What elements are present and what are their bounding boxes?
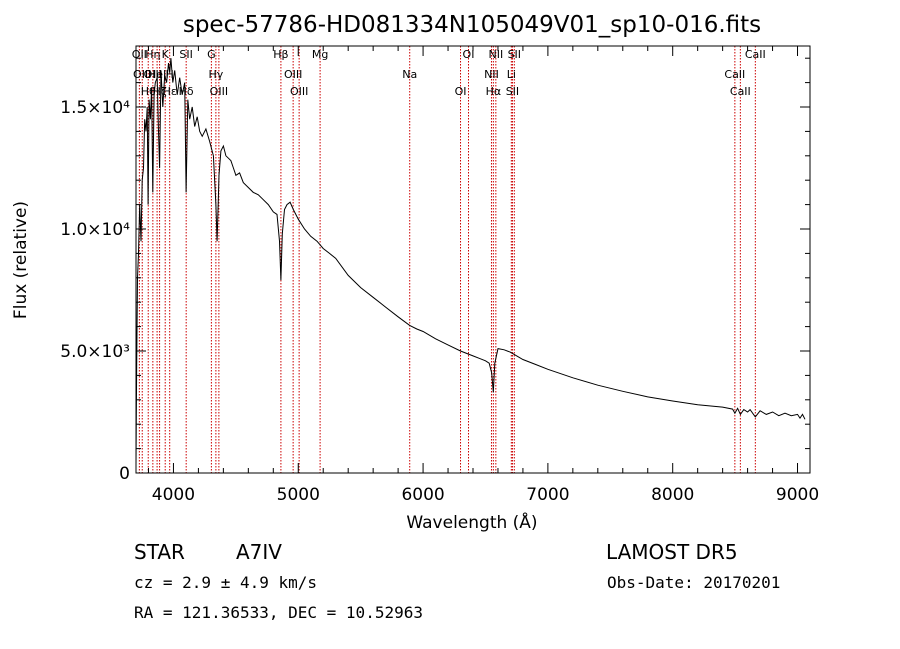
line-label: Hα [486, 85, 502, 98]
y-tick-label: 0 [119, 464, 130, 484]
x-tick-label: 6000 [401, 485, 444, 505]
observation-date: Obs-Date: 20170201 [607, 573, 781, 592]
y-axis-label: Flux (relative) [11, 201, 31, 319]
line-label: Hε [163, 85, 177, 98]
line-label: NII [488, 48, 503, 61]
line-label: Hη [145, 48, 160, 61]
line-label: OI [455, 85, 467, 98]
y-tick-label: 1.5×10⁴ [60, 98, 130, 118]
y-axis: 0 5.0×10³ 1.0×10⁴ 1.5×10⁴ [60, 57, 810, 484]
line-label: OIII [290, 85, 308, 98]
y-tick-label: 1.0×10⁴ [60, 220, 130, 240]
x-axis-label: Wavelength (Å) [406, 511, 537, 533]
x-tick-label: 5000 [277, 485, 320, 505]
object-class: STAR [134, 540, 185, 564]
x-tick-label: 8000 [651, 485, 694, 505]
line-label: SII [179, 48, 192, 61]
plot-frame [135, 45, 811, 474]
line-label: Hγ [208, 68, 223, 81]
line-label: K [162, 48, 170, 61]
line-label: CaII [730, 85, 751, 98]
line-label: SII [508, 48, 521, 61]
x-tick-label: 9000 [776, 485, 819, 505]
chart-title: spec-57786-HD081334N105049V01_sp10-016.f… [183, 12, 761, 38]
line-label: OIII [210, 85, 228, 98]
line-label: OI [463, 48, 475, 61]
x-axis: 4000 5000 6000 7000 8000 9000 [147, 46, 819, 505]
line-label: Hβ [273, 48, 288, 61]
line-label: Mg [312, 48, 328, 61]
emission-lines-layer [138, 46, 756, 473]
survey-name: LAMOST DR5 [606, 540, 738, 564]
line-label: H [166, 68, 174, 81]
x-tick-label: 4000 [152, 485, 195, 505]
object-subclass: A7IV [236, 540, 282, 564]
y-tick-label: 5.0×10³ [60, 342, 130, 362]
line-label: OIII [133, 68, 151, 81]
spectrum-layer [135, 58, 806, 466]
coordinates: RA = 121.36533, DEC = 10.52963 [134, 603, 423, 622]
line-label: Na [402, 68, 417, 81]
line-label: NII [484, 68, 499, 81]
line-label: Li [507, 68, 516, 81]
x-tick-label: 7000 [526, 485, 569, 505]
line-label: CaII [724, 68, 745, 81]
redshift-velocity: cz = 2.9 ± 4.9 km/s [134, 573, 318, 592]
spectrum-line [135, 58, 806, 466]
line-label: CaII [745, 48, 766, 61]
line-label: G [207, 48, 216, 61]
line-label: SII [506, 85, 519, 98]
line-label: OIII [284, 68, 302, 81]
